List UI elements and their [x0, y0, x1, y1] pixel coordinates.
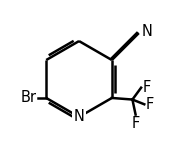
Text: F: F: [132, 116, 140, 131]
Text: F: F: [142, 80, 151, 95]
Text: N: N: [74, 109, 84, 124]
Text: Br: Br: [21, 91, 37, 105]
Text: F: F: [146, 97, 154, 112]
Text: N: N: [141, 24, 152, 39]
